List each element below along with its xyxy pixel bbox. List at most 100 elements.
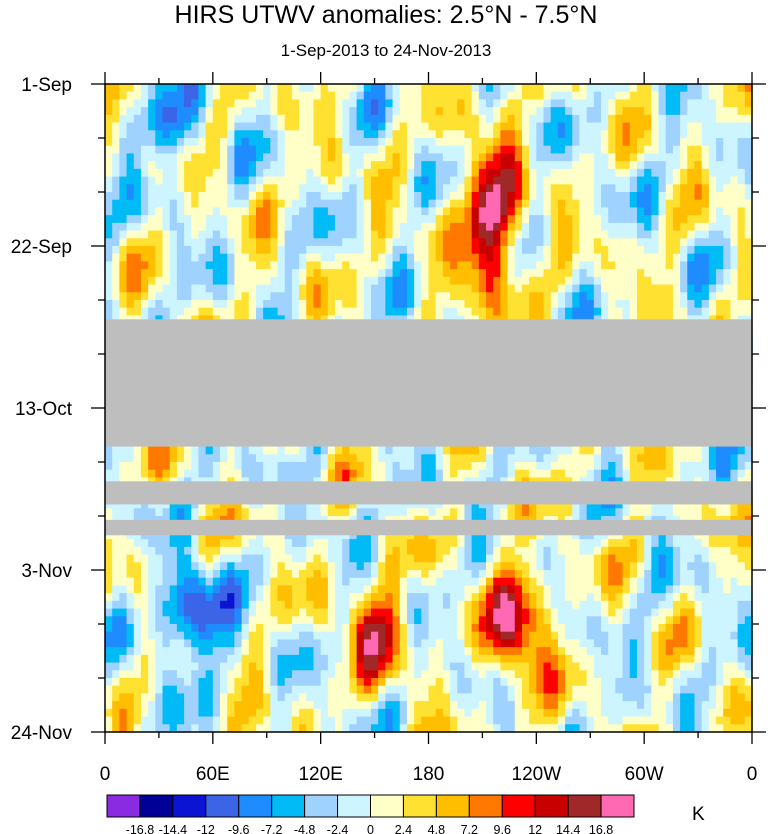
field-cell xyxy=(442,253,451,263)
field-cell xyxy=(205,153,214,162)
field-cell xyxy=(701,238,710,247)
field-cell xyxy=(586,114,595,124)
field-cell xyxy=(378,446,386,455)
field-cell xyxy=(291,261,300,270)
field-cell xyxy=(327,230,336,239)
field-cell xyxy=(220,122,228,131)
field-cell xyxy=(543,284,552,293)
field-cell xyxy=(277,107,286,116)
field-cell xyxy=(140,284,149,293)
field-cell xyxy=(306,176,315,185)
field-cell xyxy=(586,192,595,201)
field-cell xyxy=(378,184,386,193)
field-cell xyxy=(363,138,372,147)
field-cell xyxy=(191,230,200,239)
field-cell xyxy=(248,292,257,301)
field-cell xyxy=(507,469,516,479)
field-cell xyxy=(586,261,595,270)
field-cell xyxy=(514,138,523,147)
field-cell xyxy=(500,199,509,209)
field-cell xyxy=(248,107,257,116)
field-cell xyxy=(406,130,415,139)
field-cell xyxy=(464,462,473,471)
field-cell xyxy=(723,215,732,224)
field-cell xyxy=(320,307,329,317)
field-cell xyxy=(212,199,221,209)
field-cell xyxy=(687,284,696,293)
field-cell xyxy=(680,168,688,178)
field-cell xyxy=(608,184,617,193)
field-cell xyxy=(363,446,372,455)
field-cell xyxy=(622,300,631,309)
field-cell xyxy=(543,145,552,155)
field-cell xyxy=(169,469,178,479)
field-cell xyxy=(320,138,329,147)
field-cell xyxy=(622,107,631,116)
field-cell xyxy=(133,107,142,116)
field-cell xyxy=(672,184,681,193)
field-cell xyxy=(658,462,667,471)
field-cell xyxy=(234,199,243,209)
field-cell xyxy=(291,469,300,479)
field-cell xyxy=(277,261,286,270)
field-cell xyxy=(335,199,343,209)
field-cell xyxy=(313,184,322,193)
field-cell xyxy=(593,222,602,232)
field-cell xyxy=(392,284,401,293)
field-cell xyxy=(327,84,336,93)
field-cell xyxy=(478,276,487,286)
field-cell xyxy=(105,99,113,108)
field-cell xyxy=(399,246,408,255)
field-cell xyxy=(457,462,466,471)
field-cell xyxy=(457,99,466,108)
field-cell xyxy=(450,91,458,101)
field-cell xyxy=(421,238,430,247)
field-cell xyxy=(529,168,537,178)
field-cell xyxy=(730,192,739,201)
field-cell xyxy=(478,138,487,147)
field-cell xyxy=(327,153,336,162)
field-cell xyxy=(212,145,221,155)
field-cell xyxy=(658,284,667,293)
field-cell xyxy=(651,215,660,224)
field-cell xyxy=(486,462,494,471)
field-cell xyxy=(184,454,192,463)
field-cell xyxy=(608,269,617,278)
field-cell xyxy=(507,207,516,216)
field-cell xyxy=(572,307,581,317)
field-cell xyxy=(701,307,710,317)
field-cell xyxy=(205,99,214,108)
field-cell xyxy=(327,462,336,471)
field-cell xyxy=(198,161,207,170)
field-cell xyxy=(557,300,566,309)
field-cell xyxy=(723,454,732,463)
field-cell xyxy=(270,269,279,278)
field-cell xyxy=(536,300,545,309)
field-cell xyxy=(608,207,617,216)
field-cell xyxy=(457,168,466,178)
field-cell xyxy=(220,284,228,293)
field-cell xyxy=(169,192,178,201)
field-cell xyxy=(356,107,365,116)
field-cell xyxy=(665,138,674,147)
field-cell xyxy=(701,269,710,278)
field-cell xyxy=(263,300,271,309)
field-cell xyxy=(392,300,401,309)
field-cell xyxy=(529,454,537,463)
field-cell xyxy=(313,91,322,101)
field-cell xyxy=(356,184,365,193)
field-cell xyxy=(737,153,746,162)
field-cell xyxy=(529,99,537,108)
field-cell xyxy=(730,176,739,185)
field-cell xyxy=(708,145,717,155)
field-cell xyxy=(550,207,559,216)
field-cell xyxy=(471,238,480,247)
field-cell xyxy=(284,230,293,239)
field-cell xyxy=(730,168,739,178)
field-cell xyxy=(414,500,422,509)
field-cell xyxy=(148,91,156,101)
field-cell xyxy=(708,138,717,147)
field-cell xyxy=(220,138,228,147)
field-cell xyxy=(162,99,171,108)
field-cell xyxy=(349,230,358,239)
